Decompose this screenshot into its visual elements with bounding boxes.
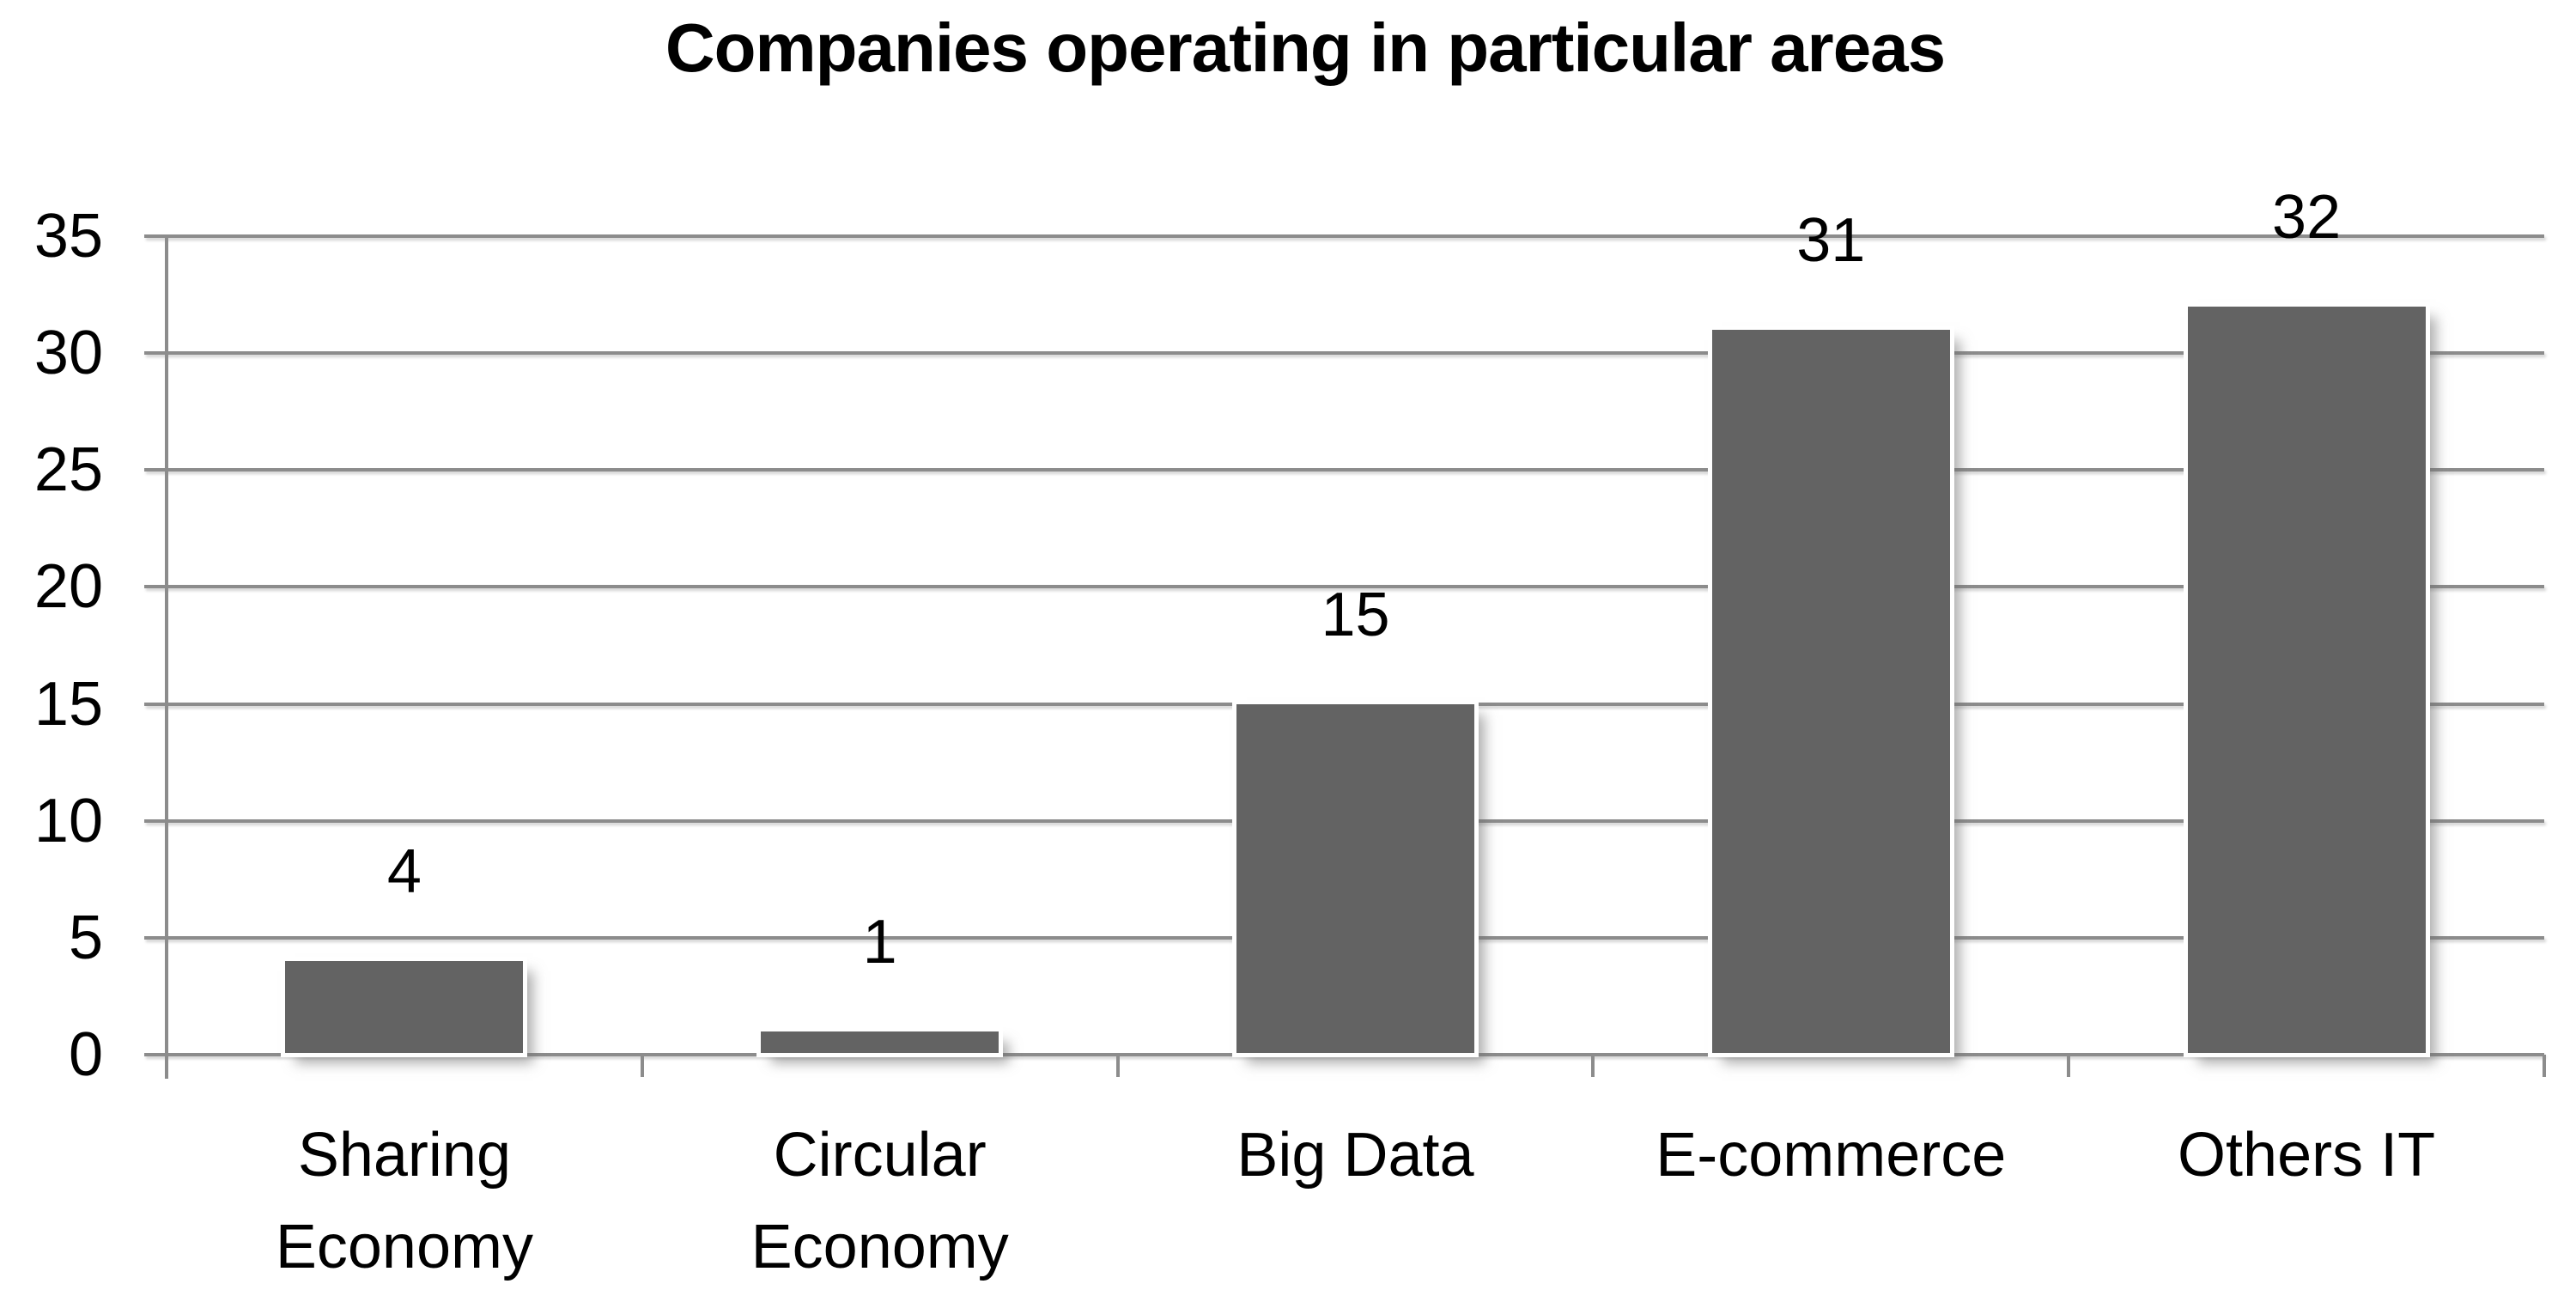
y-axis-tick-label: 0 <box>68 1020 103 1089</box>
x-axis-category-label-line: Circular <box>773 1121 987 1190</box>
x-axis-tick <box>2067 1055 2071 1077</box>
y-axis-tick-label: 25 <box>33 435 103 505</box>
bar-value-label: 32 <box>2272 183 2342 252</box>
x-axis-category-label-line: Others IT <box>2178 1121 2436 1190</box>
x-axis-category-label: Circular Economy <box>642 1110 1118 1290</box>
y-axis-tick-label: 30 <box>33 319 103 388</box>
x-axis-category-label: Big Data <box>1118 1110 1594 1202</box>
x-axis-category-label: E-commerce <box>1593 1110 2069 1202</box>
x-axis-tick <box>640 1055 644 1077</box>
x-axis-category-label-line: Sharing <box>297 1121 511 1190</box>
bar <box>285 961 524 1053</box>
gridline <box>144 468 2544 472</box>
gridline <box>144 585 2544 589</box>
x-axis-tick <box>1591 1055 1595 1077</box>
bar <box>1236 704 1474 1053</box>
gridline <box>144 351 2544 356</box>
bar <box>761 1031 999 1053</box>
gridline <box>144 234 2544 238</box>
x-axis-tick <box>2543 1055 2546 1077</box>
chart-title: Companies operating in particular areas <box>665 9 1946 86</box>
bar-value-label: 31 <box>1796 206 1866 275</box>
gridline <box>144 702 2544 706</box>
x-axis-category-label: Sharing Economy <box>167 1110 642 1290</box>
bar-value-label: 15 <box>1321 581 1390 649</box>
y-axis-tick-label: 35 <box>33 202 103 271</box>
bar <box>1711 330 1950 1053</box>
bar <box>2187 307 2426 1053</box>
y-axis-line <box>165 234 168 1079</box>
x-axis-line <box>144 1053 2544 1056</box>
y-axis-tick-label: 10 <box>33 786 103 855</box>
bar-value-label: 1 <box>862 908 897 977</box>
y-axis-tick-label: 5 <box>68 903 103 972</box>
x-axis-category-label: Others IT <box>2069 1110 2544 1202</box>
bar-value-label: 4 <box>386 837 422 906</box>
y-axis-tick-label: 15 <box>33 669 103 739</box>
x-axis-category-label-line: Big Data <box>1236 1121 1474 1190</box>
x-axis-tick <box>1115 1055 1120 1077</box>
x-axis-category-label-line: Economy <box>275 1212 533 1281</box>
y-axis-tick-label: 20 <box>33 552 103 622</box>
x-axis-category-label-line: Economy <box>750 1212 1009 1281</box>
x-axis-category-label-line: E-commerce <box>1656 1121 2007 1190</box>
